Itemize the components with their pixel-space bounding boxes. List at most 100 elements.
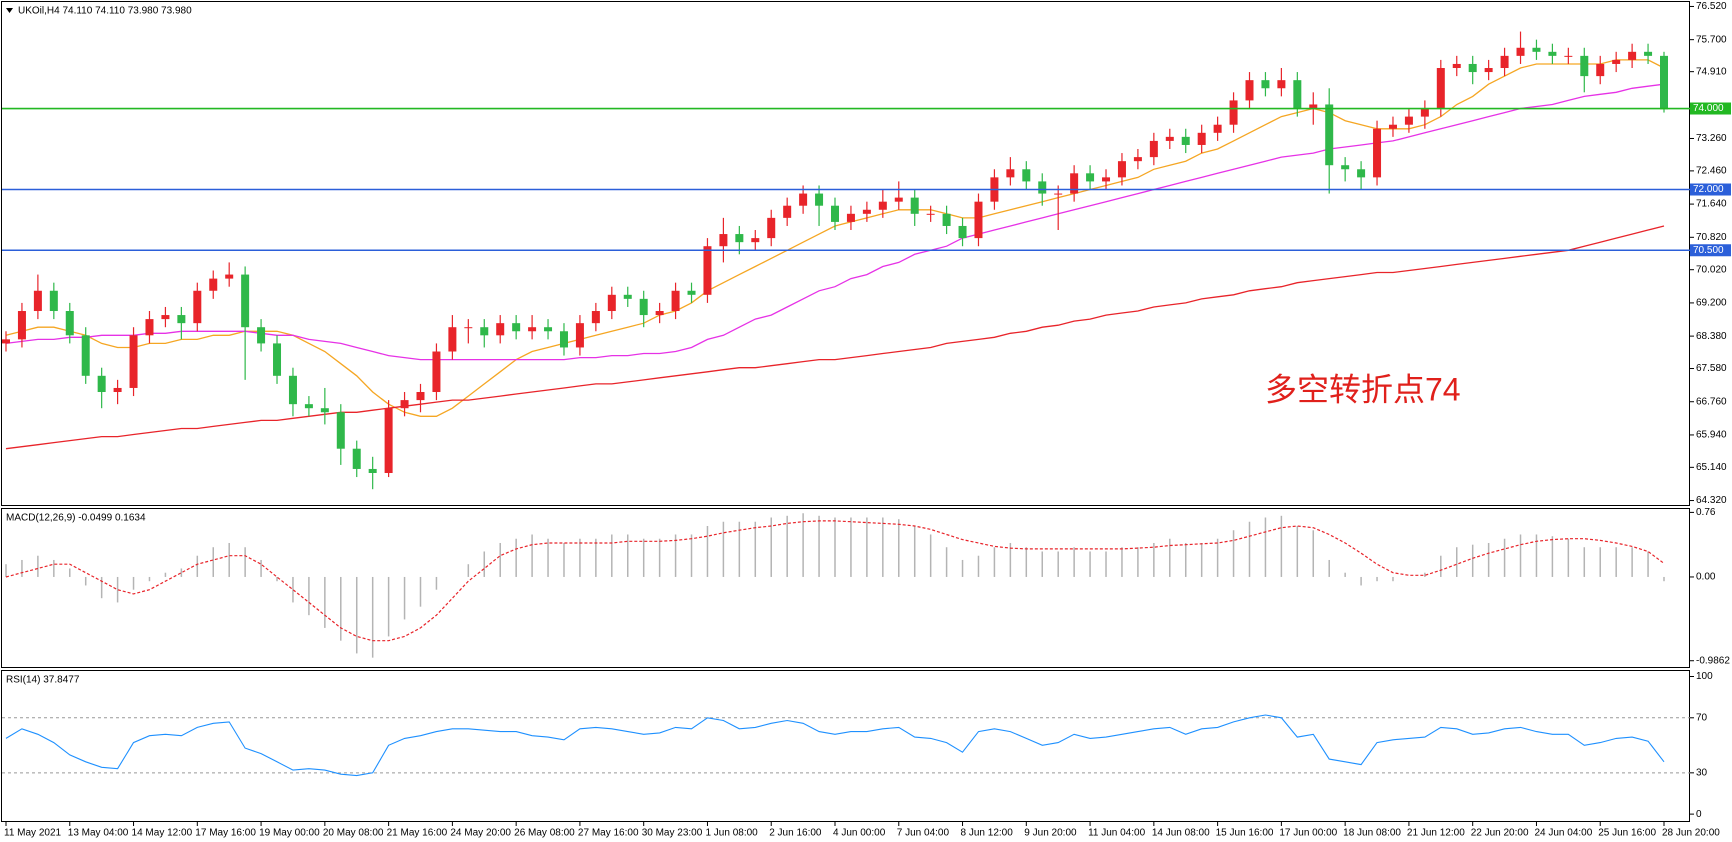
candle-body	[831, 205, 839, 222]
y-tick-label: 69.200	[1696, 298, 1727, 309]
y-tick-label: 70.820	[1696, 232, 1727, 243]
main-header: UKOil,H4 74.110 74.110 73.980 73.980	[18, 6, 192, 17]
candle-body	[1341, 165, 1350, 170]
level-label: 70.500	[1693, 245, 1724, 256]
x-tick-label: 8 Jun 12:00	[961, 828, 1014, 839]
candle-body	[528, 327, 537, 332]
candle-body	[352, 448, 361, 469]
candle-body	[1644, 51, 1653, 56]
candle-body	[33, 290, 42, 312]
candle-body	[1165, 136, 1174, 141]
candle-body	[1612, 59, 1621, 64]
x-tick-label: 24 May 20:00	[450, 828, 511, 839]
y-tick-label: 76.520	[1696, 1, 1727, 12]
candle-body	[336, 412, 345, 449]
x-tick-label: 19 May 00:00	[259, 828, 320, 839]
candle-body	[1420, 108, 1429, 117]
candle-body	[241, 274, 250, 328]
x-tick-label: 13 May 04:00	[68, 828, 129, 839]
candle-body	[496, 323, 505, 336]
candle-body	[591, 311, 600, 324]
x-tick-label: 11 Jun 04:00	[1088, 828, 1146, 839]
candle-body	[129, 335, 138, 388]
y-tick-label: 71.640	[1696, 199, 1727, 210]
level-label-box	[1690, 244, 1731, 257]
x-tick-label: 14 Jun 08:00	[1152, 828, 1210, 839]
candle-body	[1532, 47, 1541, 52]
candle-body	[655, 311, 664, 316]
candle-body	[1038, 181, 1047, 194]
candle-body	[846, 213, 855, 222]
x-tick-label: 21 Jun 12:00	[1407, 828, 1465, 839]
candle-body	[1564, 55, 1573, 57]
candle-body	[1293, 80, 1302, 109]
y-tick-label: 0.00	[1696, 572, 1716, 583]
candle-body	[703, 246, 712, 295]
candle-body	[177, 315, 186, 324]
candle-body	[544, 327, 553, 332]
x-tick-label: 18 Jun 08:00	[1343, 828, 1401, 839]
candle-body	[1500, 55, 1509, 69]
y-tick-label: 65.940	[1696, 430, 1727, 441]
candle-body	[1436, 68, 1445, 109]
x-tick-label: 20 May 08:00	[323, 828, 384, 839]
candle-body	[304, 404, 313, 409]
annotation: 多空转折点74	[1265, 371, 1461, 407]
y-tick-label: 65.140	[1696, 462, 1727, 473]
candle-body	[97, 375, 106, 393]
candle-body	[1086, 173, 1095, 182]
candle-body	[735, 234, 744, 243]
candle-body	[1468, 63, 1477, 73]
candle-body	[862, 209, 871, 214]
x-tick-label: 21 May 16:00	[387, 828, 448, 839]
x-tick-label: 17 Jun 00:00	[1279, 828, 1337, 839]
x-tick-label: 26 May 08:00	[514, 828, 575, 839]
candle-body	[767, 217, 776, 239]
candle-body	[1149, 140, 1158, 158]
candle-body	[209, 278, 218, 291]
y-tick-label: 73.260	[1696, 133, 1727, 144]
candle-body	[1452, 63, 1461, 69]
y-tick-label: 67.580	[1696, 363, 1727, 374]
candle-body	[81, 335, 90, 376]
x-tick-label: 24 Jun 04:00	[1534, 828, 1592, 839]
candle-body	[559, 331, 568, 348]
candle-body	[639, 298, 648, 316]
candle-body	[145, 319, 154, 336]
rsi-header: RSI(14) 37.8477	[6, 675, 80, 686]
x-tick-label: 27 May 16:00	[578, 828, 639, 839]
y-tick-label: 64.320	[1696, 495, 1727, 506]
candle-body	[384, 408, 393, 474]
candle-body	[1580, 55, 1589, 77]
candle-body	[1054, 193, 1063, 195]
candle-body	[1261, 80, 1270, 89]
candle-body	[1070, 173, 1079, 194]
macd-panel-frame	[1, 508, 1690, 668]
level-label: 74.000	[1693, 103, 1724, 114]
main-panel-frame	[1, 1, 1690, 506]
x-tick-label: 25 Jun 16:00	[1598, 828, 1656, 839]
candle-body	[926, 213, 935, 215]
candle-body	[368, 468, 377, 474]
candle-body	[910, 197, 919, 214]
y-tick-label: 100	[1696, 671, 1713, 682]
candle-body	[1309, 104, 1318, 109]
y-tick-label: 70	[1696, 712, 1708, 723]
candle-body	[1388, 124, 1397, 129]
rsi-panel-frame	[1, 670, 1690, 822]
candle-body	[751, 238, 760, 243]
candle-body	[623, 294, 632, 299]
y-tick-label: 66.760	[1696, 396, 1727, 407]
candle-body	[1229, 100, 1238, 125]
candle-body	[974, 201, 983, 239]
candle-body	[320, 408, 329, 413]
candle-body	[1181, 136, 1190, 145]
x-tick-label: 22 Jun 20:00	[1471, 828, 1529, 839]
candle-body	[288, 375, 297, 405]
candle-body	[783, 205, 792, 218]
macd-header: MACD(12,26,9) -0.0499 0.1634	[6, 513, 146, 524]
candle-body	[1006, 169, 1015, 178]
candle-body	[1596, 63, 1605, 77]
x-tick-label: 7 Jun 04:00	[897, 828, 950, 839]
